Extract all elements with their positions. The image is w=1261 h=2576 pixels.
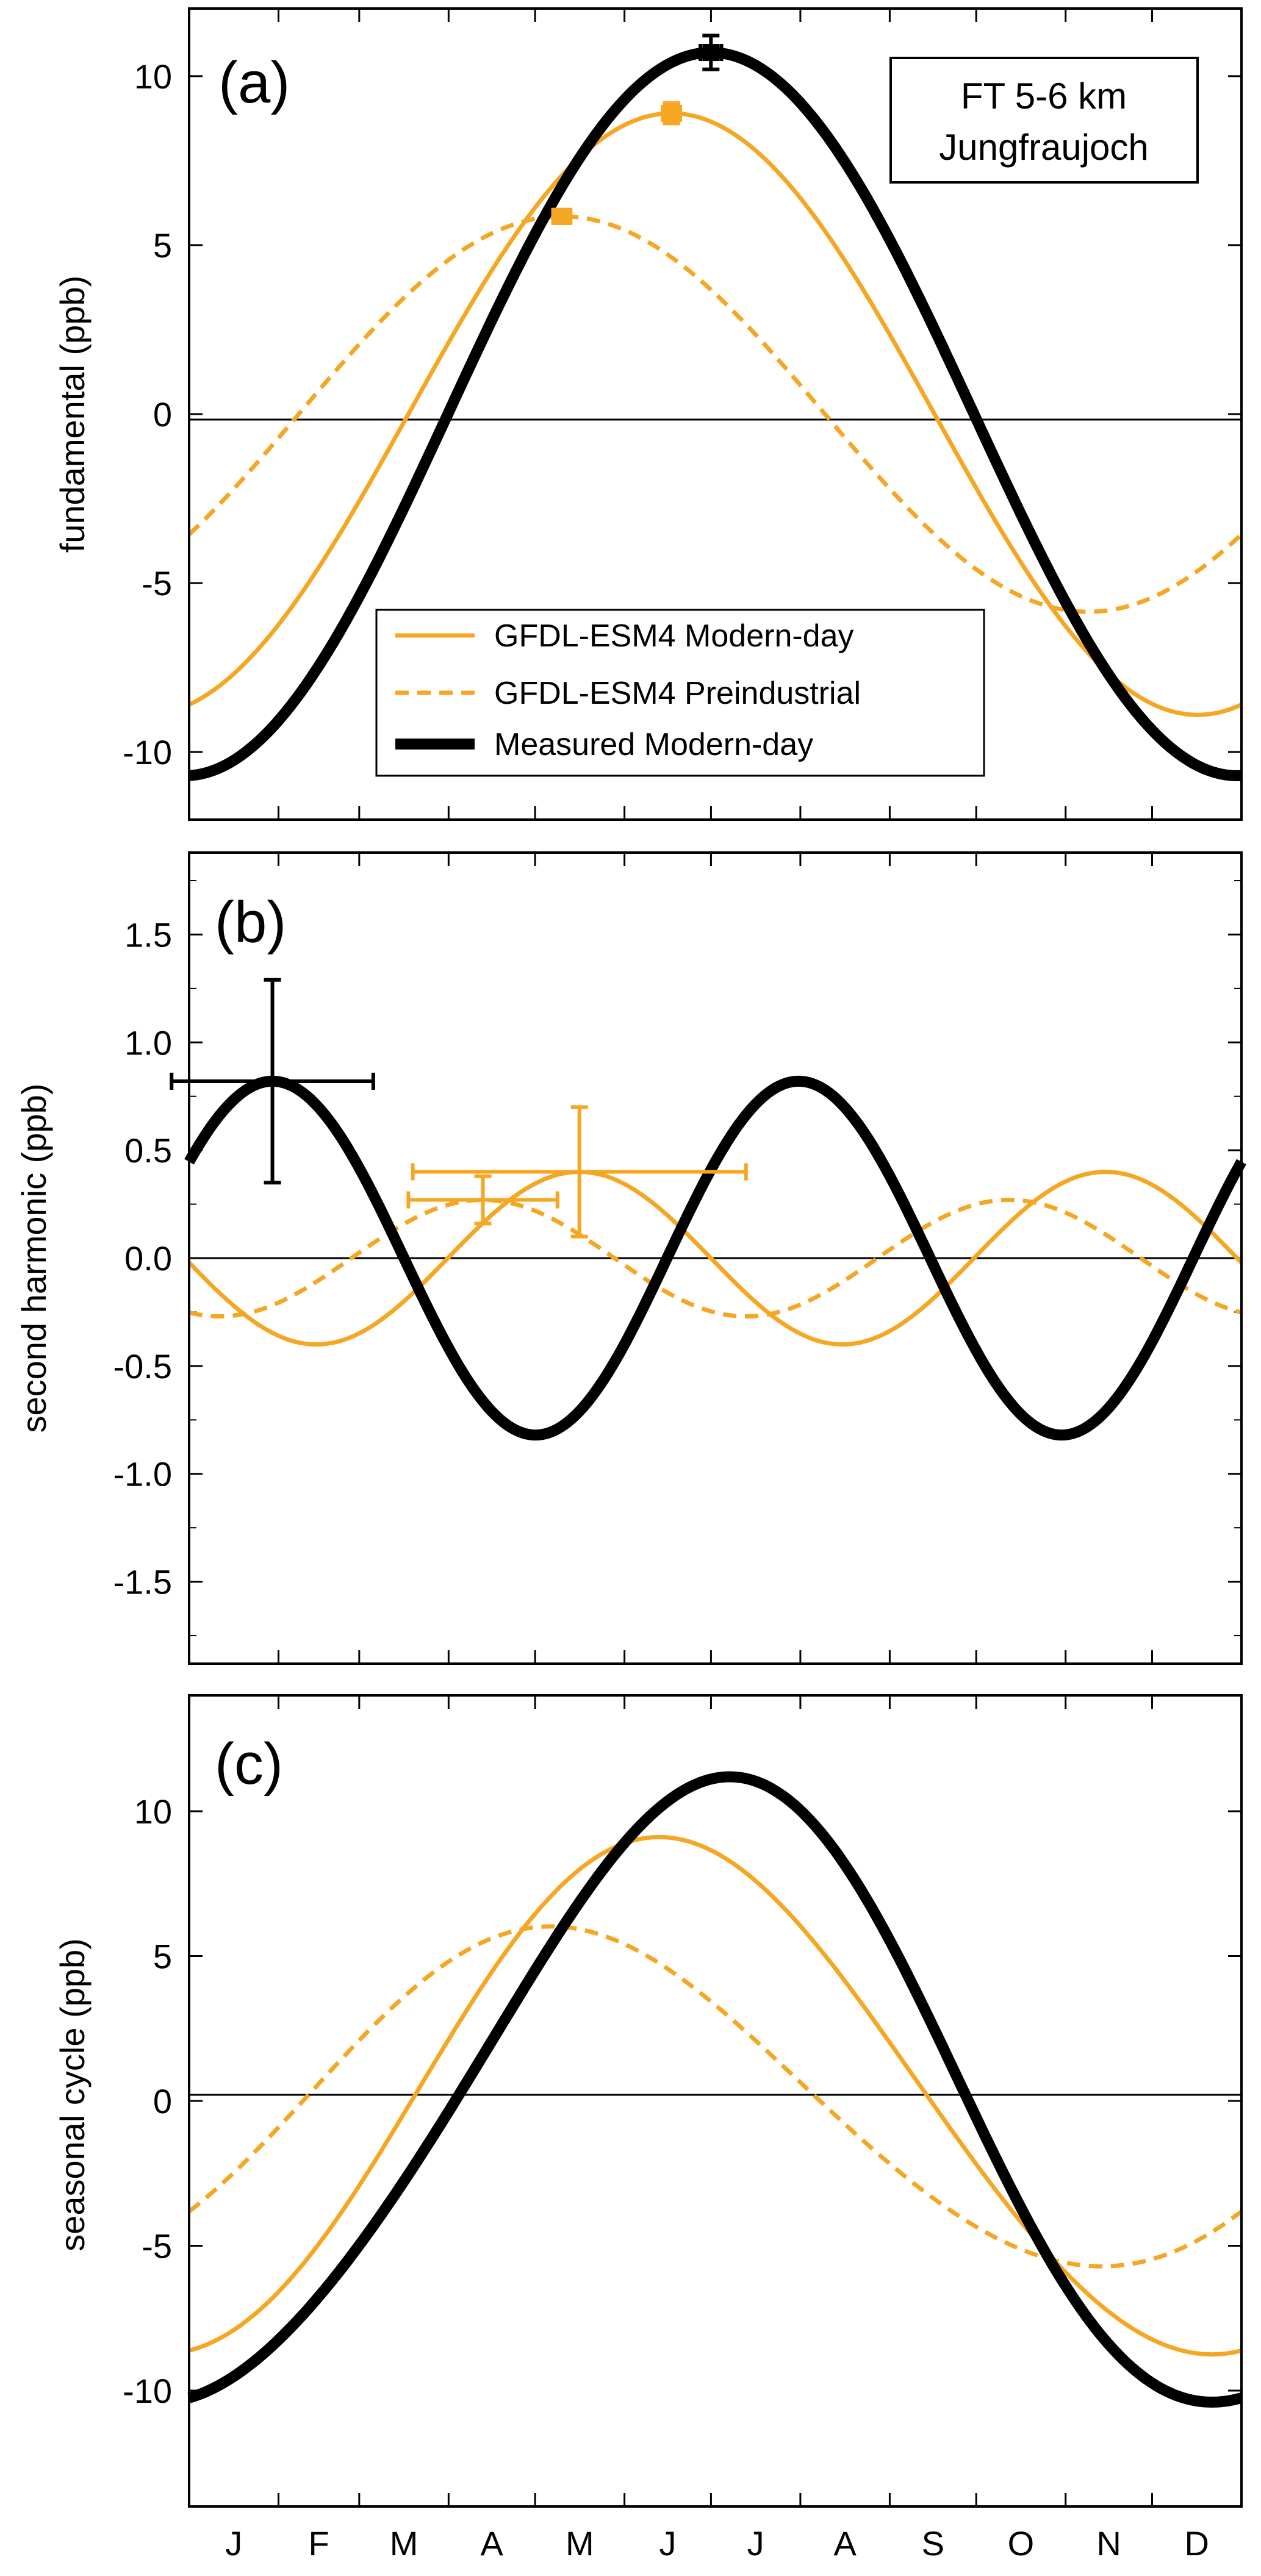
panel-b-frame (188, 851, 1243, 1665)
month-label: A (833, 2524, 857, 2563)
series-line-gfdl-esm4-modern-day (189, 1834, 1242, 2357)
y-tick-label: -0.5 (113, 1347, 173, 1386)
panel-c-ticks: 10 5 0 -5 -10 (123, 1695, 1241, 2506)
panel-a-label: (a) (218, 50, 290, 115)
station-name-label: Jungfraujoch (939, 127, 1149, 168)
error-bar-gfdl-esm4-preindustrial (406, 1174, 559, 1226)
marker-point-gfdl-esm4-preindustrial (553, 207, 570, 225)
y-tick-label: -10 (123, 2372, 172, 2410)
station-altitude-label: FT 5-6 km (961, 76, 1127, 116)
month-label: F (309, 2524, 329, 2563)
error-bar-gfdl-esm4-preindustrial (551, 207, 573, 225)
legend-label-model-modern: GFDL-ESM4 Modern-day (494, 618, 854, 654)
y-tick-label: 10 (134, 57, 172, 96)
y-tick-label: 5 (153, 226, 172, 265)
marker-point-gfdl-esm4-modern-day (663, 104, 680, 122)
series-line-gfdl-esm4-preindustrial (189, 1198, 1242, 1318)
panel-c-seasonal-cycle: 10 5 0 -5 -10 (c) seasonal cycle (ppb) (53, 1694, 1245, 2508)
y-tick-label: 5 (153, 1937, 172, 1976)
panel-b-ticks: 1.5 1.0 0.5 0.0 -0.5 -1.0 -1.5 (113, 853, 1241, 1664)
month-label: J (747, 2524, 764, 2563)
error-bar-gfdl-esm4-modern-day (411, 1105, 748, 1239)
panel-a-fundamental: 10 5 0 -5 -10 (a) fundamental (ppb) FT 5-6 k… (53, 7, 1245, 821)
month-label: J (225, 2524, 242, 2563)
series-line-measured-modern-day (185, 1771, 1245, 2408)
legend: GFDL-ESM4 Modern-day GFDL-ESM4 Preindust… (375, 609, 985, 777)
y-tick-label: 1.0 (124, 1023, 172, 1062)
series-line-gfdl-esm4-modern-day (188, 111, 1243, 717)
y-tick-label: 0 (153, 395, 172, 434)
series-line-gfdl-esm4-modern-day (187, 1170, 1243, 1347)
error-bar-measured-modern-day (170, 978, 375, 1185)
panel-b-label: (b) (215, 890, 286, 955)
y-tick-label: 0.0 (124, 1239, 172, 1278)
series-line-measured-modern-day (184, 1075, 1246, 1441)
error-bar-gfdl-esm4-modern-day (661, 101, 682, 126)
y-tick-label: 10 (134, 1792, 172, 1831)
station-label-box: FT 5-6 km Jungfraujoch (889, 57, 1199, 184)
month-label: O (1008, 2524, 1035, 2563)
panel-b-second-harmonic: 1.5 1.0 0.5 0.0 -0.5 -1.0 -1.5 (b) second harm… (15, 851, 1246, 1665)
panel-a-frame (188, 7, 1243, 821)
legend-label-measured: Measured Modern-day (494, 727, 813, 762)
month-label: N (1096, 2524, 1121, 2563)
month-label: M (390, 2524, 419, 2563)
month-label: M (566, 2524, 594, 2563)
panel-c-curves (185, 1771, 1245, 2408)
y-tick-label: -1.5 (113, 1563, 173, 1601)
y-tick-label: 0.5 (124, 1131, 172, 1170)
marker-point-measured-modern-day (702, 44, 720, 62)
series-line-gfdl-esm4-preindustrial (187, 1924, 1243, 2269)
y-tick-label: -10 (123, 733, 172, 771)
y-tick-label: 0 (153, 2082, 172, 2120)
y-tick-label: -5 (142, 564, 172, 603)
month-label: J (659, 2524, 677, 2563)
y-tick-label: -1.0 (113, 1455, 173, 1494)
month-label: D (1185, 2524, 1209, 2563)
panel-a-markers (551, 34, 724, 225)
y-tick-label: 1.5 (124, 915, 172, 954)
legend-label-model-preindustrial: GFDL-ESM4 Preindustrial (494, 676, 861, 711)
panel-a-ticks: 10 5 0 -5 -10 (123, 9, 1241, 820)
panel-c-y-axis-title: seasonal cycle (ppb) (53, 1938, 92, 2252)
month-label: A (481, 2524, 504, 2563)
panel-c-frame (188, 1694, 1243, 2508)
panel-b-curves (184, 1075, 1246, 1441)
y-tick-label: -5 (142, 2227, 172, 2266)
panel-c-label: (c) (215, 1731, 283, 1797)
panel-b-markers (170, 978, 748, 1239)
error-bar-measured-modern-day (699, 34, 724, 71)
panel-b-y-axis-title: second harmonic (ppb) (15, 1084, 53, 1433)
station-box-frame (889, 57, 1199, 184)
month-label: S (922, 2524, 944, 2563)
legend-frame (375, 609, 985, 777)
panel-a-y-axis-title: fundamental (ppb) (53, 276, 92, 553)
